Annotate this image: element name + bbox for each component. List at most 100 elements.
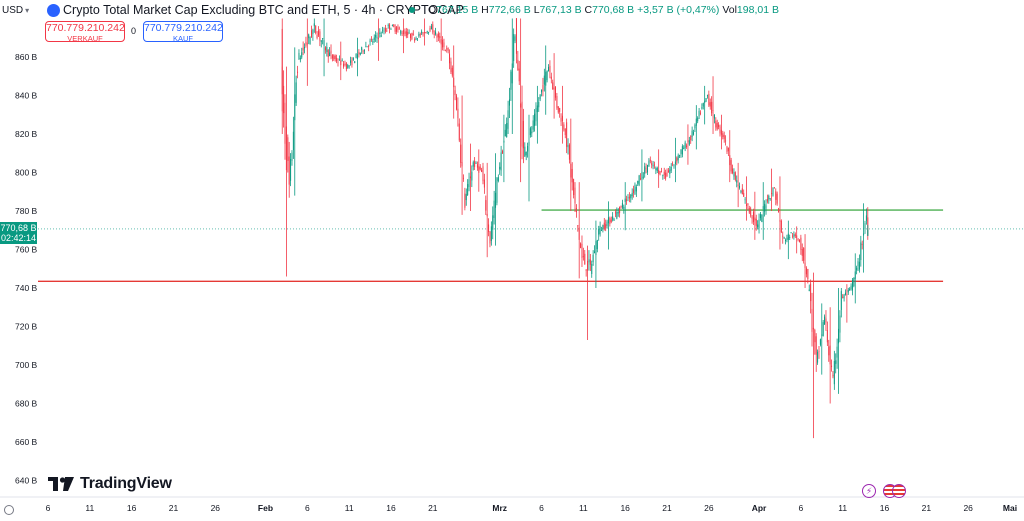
candle-down bbox=[488, 224, 490, 232]
candle-down bbox=[469, 176, 471, 179]
y-tick-label: 820 B bbox=[15, 129, 38, 139]
candle-up bbox=[627, 197, 629, 199]
candle-down bbox=[283, 85, 285, 114]
candle-down bbox=[754, 217, 756, 221]
candle-down bbox=[476, 164, 478, 168]
high-label: H bbox=[481, 4, 489, 16]
candle-up bbox=[299, 58, 301, 60]
ohlc-legend: O767,15 B H772,66 B L767,13 B C770,68 B … bbox=[428, 4, 779, 16]
candle-down bbox=[792, 235, 794, 237]
candle-down bbox=[748, 208, 750, 213]
candle-up bbox=[329, 52, 331, 57]
candle-up bbox=[465, 194, 467, 201]
candle-down bbox=[628, 196, 630, 199]
sell-button[interactable]: 770.779.210.242 VERKAUF bbox=[45, 21, 125, 43]
candle-up bbox=[341, 60, 343, 62]
candle-down bbox=[281, 28, 283, 68]
candle-up bbox=[430, 26, 432, 30]
candle-up bbox=[793, 234, 795, 237]
candle-up bbox=[373, 37, 375, 40]
candle-up bbox=[338, 59, 340, 61]
candle-down bbox=[649, 159, 651, 162]
candle-down bbox=[708, 94, 710, 106]
candle-down bbox=[393, 24, 395, 27]
candle-down bbox=[805, 268, 807, 275]
candle-up bbox=[757, 224, 759, 228]
y-tick-label: 780 B bbox=[15, 206, 38, 216]
candle-down bbox=[603, 222, 605, 230]
symbol-title[interactable]: Crypto Total Market Cap Excluding BTC an… bbox=[63, 3, 464, 17]
candle-down bbox=[515, 18, 517, 54]
candle-down bbox=[453, 77, 455, 88]
candle-up bbox=[758, 219, 760, 229]
candle-up bbox=[598, 228, 600, 235]
candle-down bbox=[804, 262, 806, 268]
candle-up bbox=[681, 146, 683, 155]
x-tick-label: 21 bbox=[169, 503, 179, 513]
candle-up bbox=[538, 101, 540, 108]
candle-up bbox=[739, 186, 741, 188]
candle-down bbox=[676, 157, 678, 162]
candle-up bbox=[313, 23, 315, 27]
candle-up bbox=[847, 289, 849, 293]
candle-up bbox=[761, 214, 763, 223]
candle-down bbox=[550, 76, 552, 79]
gear-icon[interactable] bbox=[4, 505, 14, 515]
candle-down bbox=[425, 32, 427, 34]
candle-up bbox=[347, 65, 349, 68]
candle-up bbox=[467, 184, 469, 196]
candle-down bbox=[340, 60, 342, 66]
candle-down bbox=[726, 146, 728, 153]
candle-up bbox=[400, 30, 402, 34]
candle-up bbox=[503, 140, 505, 143]
candle-up bbox=[694, 125, 696, 129]
candle-down bbox=[370, 39, 372, 40]
tradingview-logo[interactable]: TradingView bbox=[48, 475, 172, 493]
candle-down bbox=[333, 55, 335, 60]
candle-up bbox=[490, 226, 492, 242]
us-flag-icon-2[interactable] bbox=[892, 484, 906, 498]
candle-down bbox=[719, 126, 721, 134]
candle-down bbox=[582, 256, 584, 258]
candle-up bbox=[833, 360, 835, 385]
candle-up bbox=[648, 160, 650, 167]
candle-down bbox=[800, 237, 802, 250]
candle-down bbox=[489, 231, 491, 244]
candle-up bbox=[513, 34, 515, 61]
candle-down bbox=[351, 60, 353, 66]
lightning-icon[interactable]: ⚡ bbox=[862, 484, 876, 498]
candle-down bbox=[377, 37, 379, 39]
candle-down bbox=[479, 166, 481, 170]
y-tick-label: 660 B bbox=[15, 437, 38, 447]
candle-up bbox=[528, 141, 530, 146]
candle-up bbox=[421, 31, 423, 34]
candle-down bbox=[404, 31, 406, 34]
x-tick-label: 6 bbox=[305, 503, 310, 513]
candle-down bbox=[557, 106, 559, 113]
buy-button[interactable]: 770.779.210.242 KAUF bbox=[143, 21, 223, 43]
x-tick-label: 26 bbox=[963, 503, 973, 513]
candle-up bbox=[840, 291, 842, 310]
candle-up bbox=[418, 33, 420, 37]
candle-up bbox=[821, 334, 823, 336]
candle-down bbox=[552, 82, 554, 90]
candle-up bbox=[677, 155, 679, 161]
candle-up bbox=[492, 215, 494, 230]
candle-up bbox=[359, 52, 361, 55]
x-tick-label: 21 bbox=[428, 503, 438, 513]
candle-up bbox=[817, 351, 819, 363]
candle-up bbox=[595, 241, 597, 256]
x-tick-label: 11 bbox=[345, 503, 354, 513]
candle-down bbox=[336, 57, 338, 62]
x-tick-label: 26 bbox=[211, 503, 221, 513]
candle-up bbox=[701, 107, 703, 109]
candle-up bbox=[704, 100, 706, 103]
candle-down bbox=[798, 239, 800, 242]
candle-up bbox=[391, 25, 393, 26]
currency-selector[interactable]: USD ▾ bbox=[2, 5, 29, 16]
candle-up bbox=[635, 187, 637, 192]
candle-down bbox=[444, 50, 446, 52]
market-status-icon[interactable] bbox=[409, 7, 415, 13]
candle-down bbox=[462, 177, 464, 179]
